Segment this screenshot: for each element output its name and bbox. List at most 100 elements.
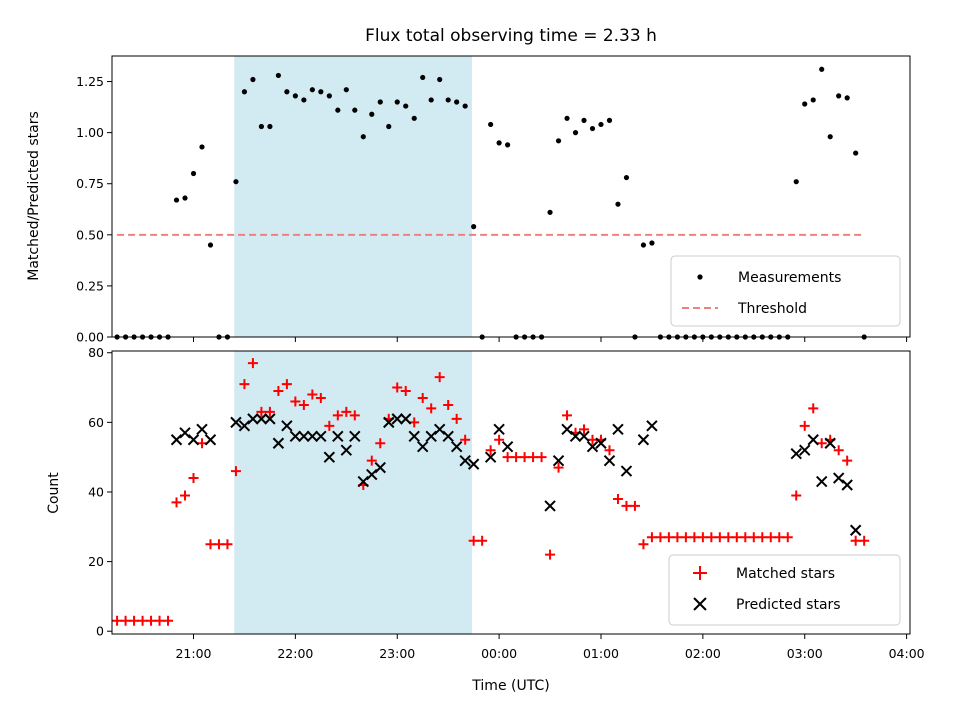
predicted-stars-point — [799, 444, 811, 456]
matched-stars-point — [417, 392, 428, 403]
measurements-point — [360, 134, 366, 140]
matched-stars-point — [528, 452, 539, 463]
bot-y-tick-label: 60 — [88, 415, 104, 430]
measurements-point — [488, 121, 494, 128]
measurements-point — [606, 117, 613, 123]
x-tick-label: 02:00 — [685, 646, 721, 661]
measurements-point — [428, 97, 434, 103]
predicted-stars-point — [561, 423, 573, 436]
measurements-point — [836, 93, 842, 99]
top-legend-box — [670, 255, 901, 327]
x-tick-label: 03:00 — [787, 646, 823, 661]
bottom-legend: Matched stars Predicted stars — [668, 554, 901, 626]
predicted-stars-point — [230, 416, 242, 429]
x-tick-label: 21:00 — [175, 646, 211, 661]
predicted-stars-point — [400, 413, 412, 425]
top-y-axis-label: Matched/Predicted stars — [26, 111, 42, 281]
matched-stars-point — [477, 535, 488, 546]
predicted-stars-point — [552, 454, 565, 467]
predicted-stars-point — [298, 430, 310, 442]
matched-stars-point — [612, 493, 623, 504]
measurements-point — [352, 107, 358, 113]
measurements-point — [394, 99, 400, 105]
measurements-point — [182, 195, 188, 201]
predicted-stars-point — [501, 441, 514, 453]
matched-stars-point — [188, 473, 199, 484]
bottom-panel: 0 20 40 60 80 21:00 22:00 23:00 00:00 01:00 02:00 0… — [46, 345, 925, 694]
matched-stars-point — [281, 379, 292, 390]
predicted-stars-point — [289, 430, 302, 442]
matched-stars-point — [850, 535, 861, 546]
measurements-point — [386, 123, 392, 130]
predicted-stars-point — [179, 427, 191, 439]
measurements-point — [572, 130, 579, 136]
matched-stars-point — [451, 413, 462, 424]
measurements-point — [301, 97, 307, 103]
top-shaded-region — [234, 56, 472, 337]
measurements-point — [199, 144, 205, 150]
measurements-point — [598, 121, 604, 128]
matched-stars-point — [273, 386, 284, 397]
matched-stars-point — [494, 434, 505, 445]
measurements-point — [241, 89, 248, 95]
legend-matched-marker — [693, 566, 707, 580]
matched-stars-point — [723, 532, 734, 543]
matched-stars-point — [782, 532, 793, 543]
matched-stars-point — [545, 549, 556, 560]
predicted-stars-point — [790, 447, 802, 460]
matched-stars-point — [341, 406, 352, 417]
measurements-point — [640, 242, 647, 248]
matched-stars-point — [349, 410, 360, 421]
predicted-stars-point — [637, 434, 650, 446]
predicted-stars-point — [603, 454, 616, 467]
matched-stars-point — [765, 532, 776, 543]
matched-stars-point — [247, 358, 258, 369]
matched-stars-point — [697, 532, 708, 543]
measurements-point — [326, 93, 332, 99]
matched-stars-point — [672, 532, 683, 543]
matched-stars-point — [222, 539, 233, 550]
measurements-point — [275, 72, 281, 79]
matched-stars-point — [468, 535, 479, 546]
predicted-stars-point — [417, 441, 429, 453]
measurements-point — [233, 179, 239, 185]
predicted-stars-point — [247, 413, 259, 425]
matched-stars-point — [264, 406, 275, 417]
measurements-point — [411, 115, 417, 121]
predicted-stars-point — [204, 434, 217, 446]
matched-stars-point — [663, 532, 674, 543]
bot-y-tick-label: 0 — [96, 624, 104, 639]
top-y-tick-label: 0.25 — [76, 278, 104, 293]
matched-stars-point — [392, 382, 403, 393]
measurements-point — [496, 140, 502, 146]
predicted-stars-point — [187, 434, 200, 446]
matched-stars-point — [324, 420, 335, 431]
measurements-point — [819, 66, 825, 72]
predicted-stars-point — [170, 434, 183, 446]
matched-stars-point — [332, 410, 343, 421]
matched-stars-point — [833, 445, 844, 456]
predicted-stars-point — [323, 451, 336, 463]
predicted-stars-point — [816, 475, 828, 488]
matched-stars-point — [137, 615, 148, 626]
x-tick-label: 01:00 — [583, 646, 619, 661]
predicted-stars-point — [281, 420, 293, 432]
bottom-legend-box — [668, 554, 901, 626]
measurements-point — [343, 87, 349, 93]
matched-stars-point — [714, 532, 725, 543]
bot-y-tick-label: 80 — [88, 345, 104, 360]
measurements-point — [615, 201, 621, 207]
matched-stars-point — [587, 434, 598, 445]
predicted-stars-point — [196, 423, 208, 436]
measurements-point — [623, 174, 630, 181]
matched-stars-point — [791, 490, 802, 501]
matched-stars-point — [375, 438, 386, 449]
measurements-point — [369, 111, 375, 117]
matched-stars-point — [460, 434, 471, 445]
measurements-point — [420, 74, 426, 81]
matched-stars-point — [307, 389, 318, 400]
predicted-stars-point — [646, 420, 658, 432]
predicted-stars-point — [272, 437, 285, 449]
matched-stars-point — [400, 386, 411, 397]
